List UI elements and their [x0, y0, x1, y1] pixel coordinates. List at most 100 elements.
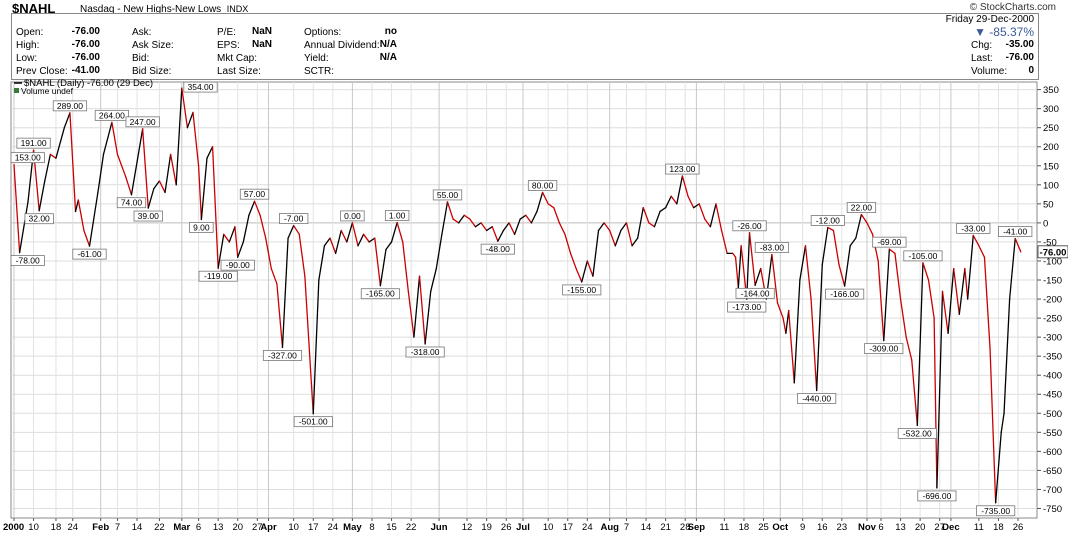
- line-segment: [776, 302, 784, 319]
- x-tick-label: 28: [680, 522, 691, 533]
- annotation-box: [52, 100, 88, 112]
- line-segment: [374, 237, 382, 287]
- x-tick-label: 27: [252, 522, 263, 533]
- annual-dividend-label: Annual Dividend:: [304, 40, 380, 51]
- annotation-label: 55.00: [437, 190, 459, 200]
- value-annotation: -501.00: [293, 416, 333, 428]
- x-tick-label: Dec: [942, 522, 959, 533]
- line-segment: [849, 237, 857, 247]
- pe-label: P/E:: [217, 27, 236, 38]
- line-segment: [265, 237, 272, 270]
- line-segment: [181, 87, 189, 129]
- x-tick-label: 26: [501, 522, 512, 533]
- line-segment: [888, 248, 896, 255]
- line-segment: [502, 222, 510, 232]
- annotation-label: -7.00: [284, 214, 304, 224]
- y-tick-label: 350: [1043, 85, 1059, 96]
- prev-close-value: -41.00: [71, 65, 100, 76]
- x-tick-label: 18: [993, 522, 1004, 533]
- sctr-label: SCTR:: [304, 66, 334, 77]
- y-tick-label: -600: [1043, 447, 1062, 458]
- x-tick-label: 2000: [3, 522, 24, 533]
- line-segment: [866, 222, 874, 235]
- annotation-box: [384, 210, 410, 221]
- line-segment: [827, 226, 835, 232]
- line-segment: [592, 229, 600, 277]
- line-segment: [804, 245, 812, 300]
- annotation-label: 153.00: [15, 153, 41, 163]
- line-segment: [329, 237, 337, 255]
- x-tick-label: 6: [196, 522, 201, 533]
- line-segment: [698, 203, 706, 220]
- line-segment: [223, 233, 230, 243]
- ask-label: Ask:: [132, 27, 152, 38]
- y-tick-label: 200: [1043, 142, 1059, 153]
- x-tick-label: 27: [934, 522, 945, 533]
- bid-label: Bid:: [132, 53, 150, 64]
- x-tick-label: Jul: [516, 522, 530, 533]
- line-segment: [704, 218, 712, 228]
- line-segment: [947, 267, 955, 334]
- last-value-text: -76.00: [1040, 247, 1067, 258]
- line-segment: [785, 309, 790, 334]
- x-tick-label: 15: [386, 522, 397, 533]
- line-segment: [362, 233, 370, 243]
- line-segment: [458, 214, 465, 224]
- line-segment: [147, 187, 155, 209]
- y-tick-label: 250: [1043, 123, 1059, 134]
- line-segment: [136, 128, 144, 163]
- line-segment: [452, 218, 460, 224]
- bid-size-label: Bid Size:: [132, 66, 172, 77]
- options-value: no: [384, 26, 397, 37]
- line-segment: [843, 245, 851, 287]
- y-tick-label: 150: [1043, 161, 1059, 172]
- line-segment: [816, 264, 823, 392]
- annotation-label: 22.00: [851, 203, 873, 213]
- x-tick-label: 20: [232, 522, 243, 533]
- line-segment: [967, 234, 974, 300]
- line-segment: [732, 252, 737, 258]
- annotation-label: -90.00: [226, 260, 250, 270]
- low-label: Low:: [16, 53, 38, 64]
- line-segment: [446, 201, 454, 220]
- x-tick-label: 17: [308, 522, 319, 533]
- last-value: -76.00: [1005, 52, 1034, 63]
- value-annotation: -173.00: [727, 301, 767, 313]
- line-segment: [536, 191, 544, 213]
- x-tick-label: 10: [543, 522, 554, 533]
- annotation-label: -26.00: [737, 221, 761, 231]
- line-segment: [569, 252, 577, 270]
- x-tick-label: 22: [154, 522, 165, 533]
- line-segment: [69, 112, 77, 213]
- annotation-box: [810, 215, 845, 226]
- line-segment: [989, 347, 997, 504]
- line-segment: [687, 195, 695, 209]
- line-segment: [659, 207, 667, 213]
- line-segment: [248, 200, 256, 216]
- annotation-label: -309.00: [869, 344, 898, 354]
- line-segment: [620, 222, 628, 232]
- line-segment: [905, 336, 913, 361]
- line-segment: [242, 214, 250, 243]
- value-annotation: 153.00: [10, 152, 45, 164]
- value-annotation: 289.00: [52, 100, 88, 112]
- y-tick-label: -150: [1043, 276, 1062, 287]
- value-annotation: -532.00: [897, 428, 937, 439]
- line-segment: [368, 237, 376, 243]
- pe-value: NaN: [251, 26, 272, 37]
- value-annotation: -12.00: [810, 215, 845, 226]
- annotation-label: 123.00: [669, 164, 695, 174]
- annotation-box: [825, 288, 865, 300]
- quote-date: Friday 29-Dec-2000: [945, 14, 1034, 25]
- annotation-box: [735, 287, 775, 299]
- line-segment: [670, 195, 678, 205]
- line-segment: [418, 275, 426, 345]
- y-tick-label: -550: [1043, 428, 1062, 439]
- line-segment: [799, 245, 807, 281]
- value-annotation: 32.00: [24, 213, 54, 225]
- x-tick-label: Mar: [173, 522, 190, 533]
- line-segment: [860, 213, 868, 224]
- line-segment: [153, 180, 161, 190]
- y-tick-label: -50: [1043, 237, 1057, 248]
- line-segment: [357, 233, 365, 247]
